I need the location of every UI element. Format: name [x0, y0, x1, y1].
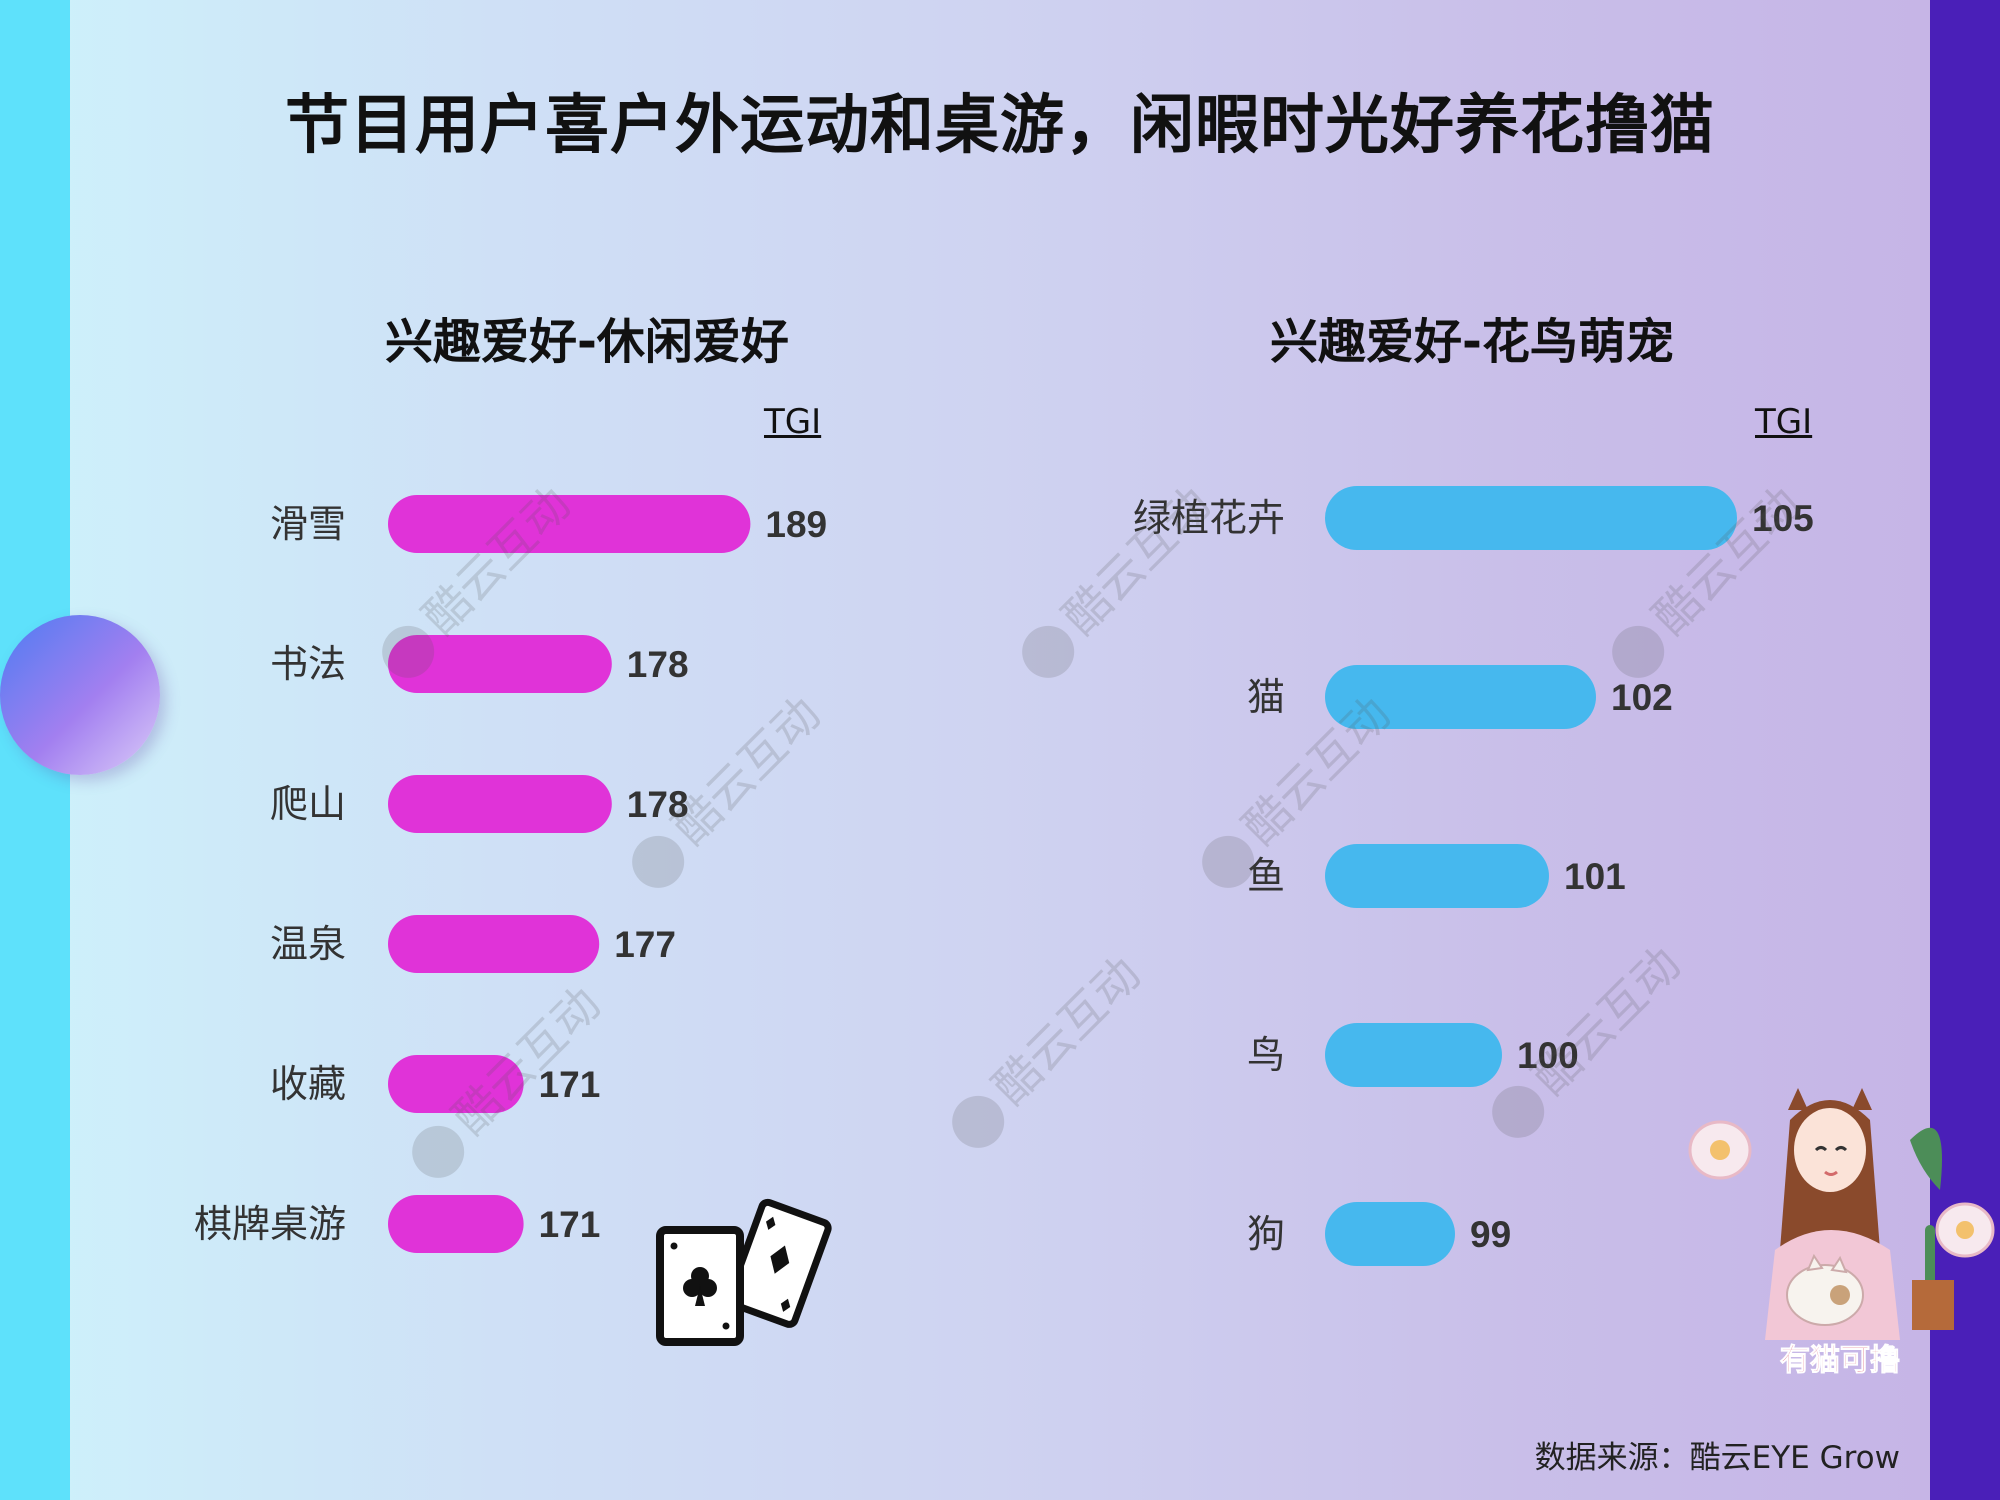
decorative-circle [0, 615, 160, 775]
pet-bar [1325, 844, 1549, 908]
pet-bar [1325, 1023, 1502, 1087]
pet-category-label: 绿植花卉 [1133, 496, 1285, 540]
page-title: 节目用户喜户外运动和桌游，闲暇时光好养花撸猫 [285, 89, 1715, 163]
pet-category-label: 鸟 [1247, 1033, 1285, 1077]
leisure-bar [388, 635, 612, 693]
leisure-bar [388, 915, 600, 973]
leisure-category-label: 滑雪 [270, 502, 346, 546]
leisure-value-label: 171 [539, 1204, 601, 1245]
leisure-bar [388, 1055, 524, 1113]
pet-chart-title: 兴趣爱好-花鸟萌宠 [1270, 314, 1674, 370]
leisure-category-label: 收藏 [270, 1062, 346, 1106]
leisure-bar [388, 1195, 524, 1253]
pet-bar [1325, 665, 1596, 729]
pet-category-label: 狗 [1247, 1212, 1285, 1256]
pet-value-label: 101 [1564, 856, 1626, 897]
pet-category-label: 猫 [1247, 675, 1285, 719]
leisure-category-label: 爬山 [270, 782, 346, 826]
playing-cards-icon [656, 1198, 832, 1346]
pet-bar [1325, 1202, 1455, 1266]
girl-with-cat-illustration: 有猫可撸 [1688, 1088, 1995, 1379]
leisure-value-label: 171 [539, 1064, 601, 1105]
pet-value-label: 99 [1470, 1214, 1511, 1255]
leisure-tgi-header: TGI [764, 402, 822, 442]
pet-bar [1325, 486, 1737, 550]
pet-value-label: 102 [1611, 677, 1673, 718]
pet-value-label: 100 [1517, 1035, 1579, 1076]
leisure-value-label: 178 [627, 644, 689, 685]
leisure-value-label: 178 [627, 784, 689, 825]
pet-category-label: 鱼 [1247, 854, 1285, 898]
pet-value-label: 105 [1752, 498, 1814, 539]
pet-tgi-header: TGI [1755, 402, 1813, 442]
leisure-value-label: 189 [765, 504, 827, 545]
leisure-category-label: 温泉 [270, 922, 346, 966]
leisure-bar [388, 775, 612, 833]
leisure-category-label: 棋牌桌游 [194, 1202, 346, 1246]
leisure-chart-title: 兴趣爱好-休闲爱好 [385, 314, 789, 370]
leisure-bar [388, 495, 751, 553]
leisure-category-label: 书法 [270, 642, 346, 686]
leisure-value-label: 177 [614, 924, 676, 965]
data-source-note: 数据来源：酷云EYE Grow [1534, 1440, 1900, 1476]
illustration-caption: 有猫可撸 [1780, 1343, 1900, 1378]
